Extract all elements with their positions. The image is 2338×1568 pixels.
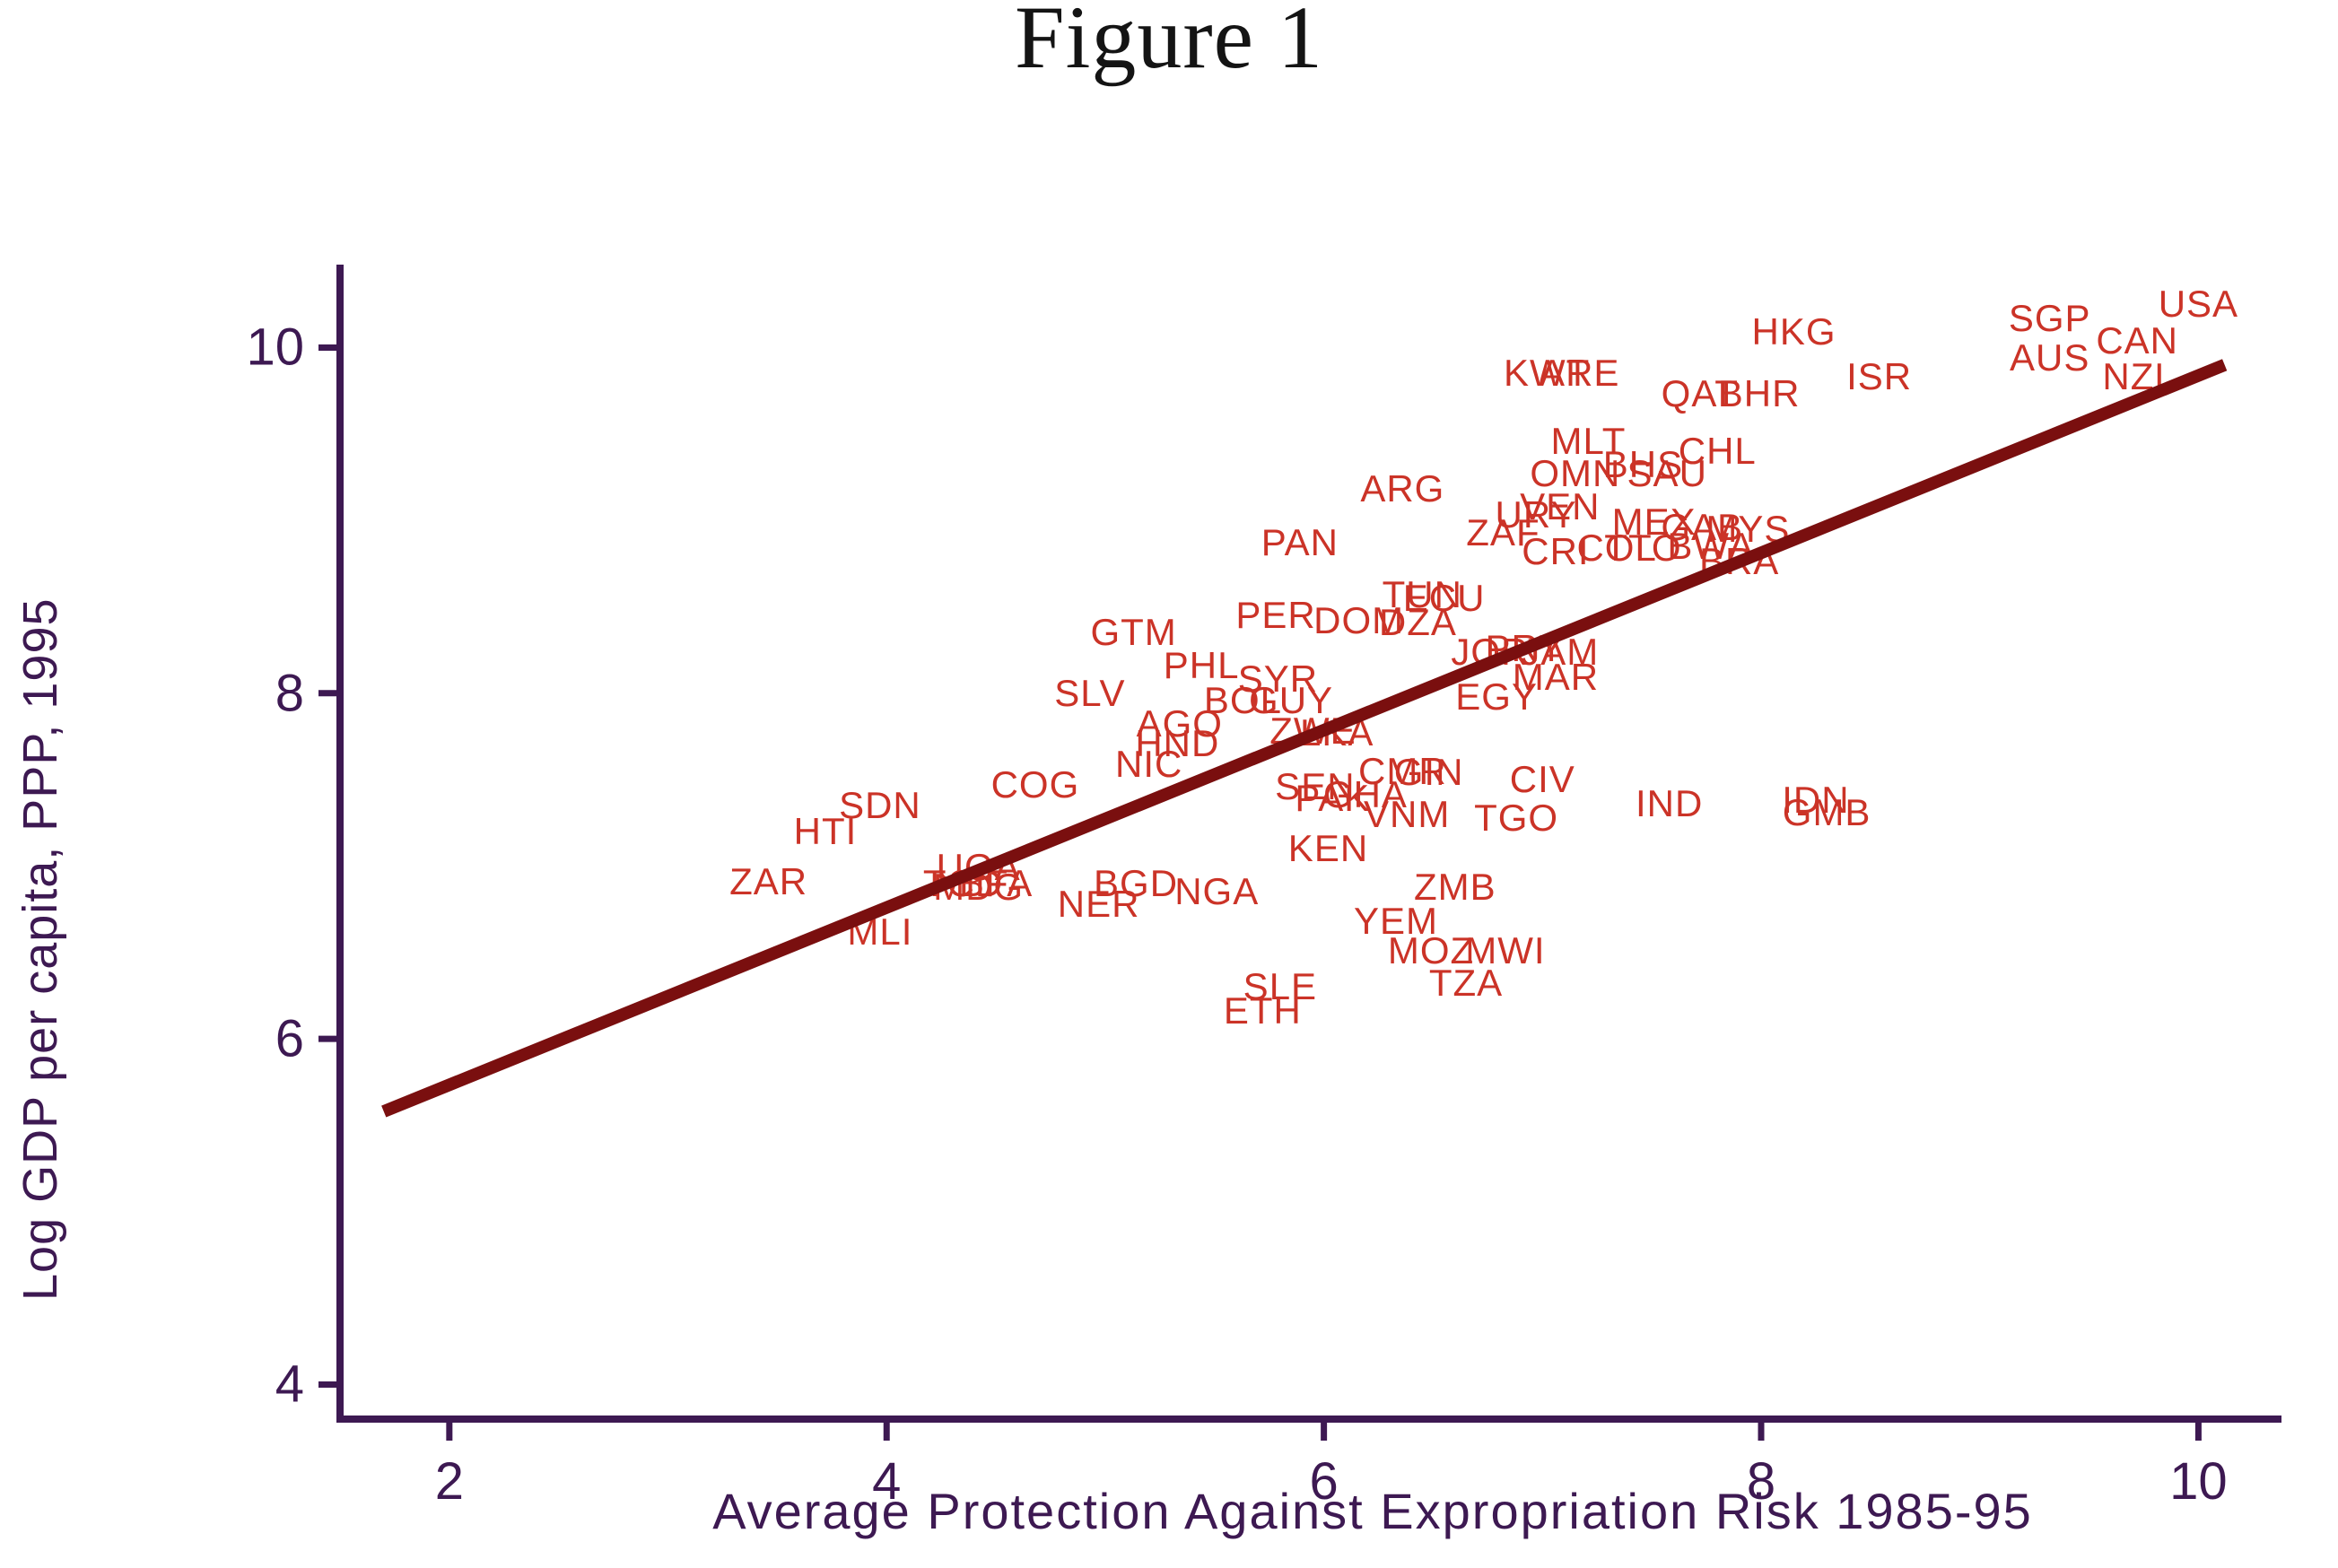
country-label-vnm: VNM [1364,792,1451,835]
y-tick-label: 4 [275,1355,304,1414]
country-label-zmb: ZMB [1414,865,1496,908]
country-label-nzl: NZL [2102,355,2177,398]
country-label-nic: NIC [1114,742,1183,785]
country-label-bhr: BHR [1717,372,1801,415]
x-tick-label: 6 [1309,1452,1339,1511]
country-label-nga: NGA [1174,870,1260,913]
country-label-can: CAN [2096,318,2178,362]
country-label-mli: MLI [847,910,913,953]
country-label-arg: ARG [1360,467,1445,510]
country-label-pan: PAN [1261,521,1339,564]
y-tick-label: 6 [275,1009,304,1068]
y-tick-label: 10 [246,318,304,377]
country-label-zar: ZAR [729,859,808,902]
country-label-hkg: HKG [1751,310,1836,353]
country-label-egy: EGY [1455,675,1538,718]
country-label-chl: CHL [1678,430,1757,473]
y-axis-label: Log GDP per capita, PPP, 1995 [13,597,67,1301]
country-label-lka: LKA [1300,711,1374,754]
country-label-ind: IND [1635,782,1704,825]
country-label-bra: BRA [1698,540,1780,583]
country-label-cog: COG [990,762,1080,806]
country-label-are: ARE [1540,352,1620,395]
country-label-tza: TZA [1428,962,1504,1005]
country-label-ner: NER [1057,882,1140,925]
country-label-sgp: SGP [2008,296,2091,339]
country-label-eth: ETH [1223,989,1302,1032]
country-label-dza: DZA [1378,600,1457,643]
country-label-ken: KEN [1287,827,1369,870]
country-label-civ: CIV [1509,758,1575,801]
country-label-aus: AUS [2009,336,2090,379]
y-tick-label: 8 [275,664,304,723]
country-label-hti: HTI [793,809,858,852]
country-label-tgo: TGO [1474,796,1559,839]
country-label-bfa: BFA [958,861,1034,904]
x-axis-label: Average Protection Against Expropriation… [712,1483,2033,1539]
country-label-usa: USA [2158,283,2239,326]
x-tick-label: 8 [1746,1452,1776,1511]
x-tick-label: 2 [434,1452,464,1511]
country-label-isr: ISR [1846,355,1913,398]
country-label-gmb: GMB [1782,790,1871,833]
country-label-per: PER [1235,594,1316,637]
x-tick-label: 10 [2169,1452,2228,1511]
country-label-slv: SLV [1054,671,1126,714]
x-tick-label: 4 [872,1452,902,1511]
figure-title: Figure 1 [1014,0,1324,87]
